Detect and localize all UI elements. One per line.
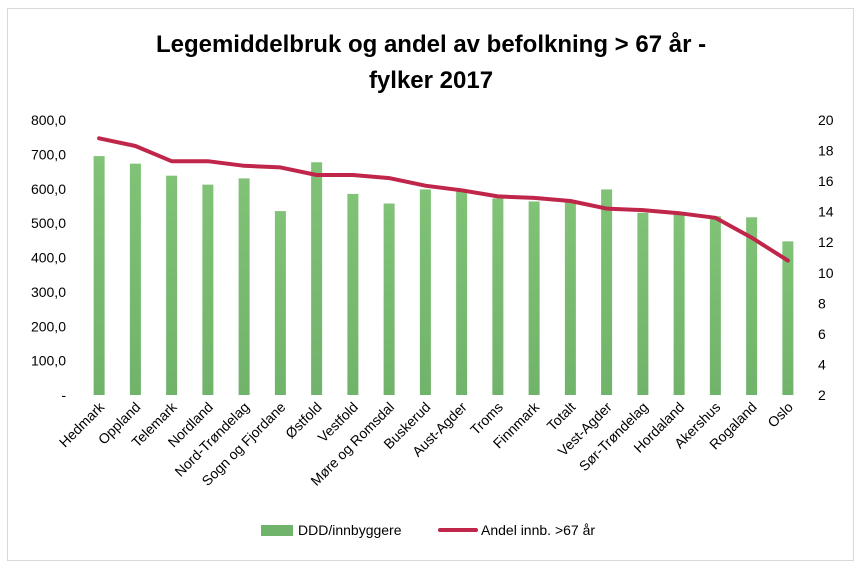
- bar-series: [93, 156, 794, 395]
- right-tick-label: 18: [818, 143, 834, 159]
- bar: [456, 189, 468, 395]
- legend-label-bar: DDD/innbyggere: [298, 522, 402, 538]
- bar: [166, 175, 178, 395]
- bar: [202, 184, 214, 395]
- bar: [637, 212, 649, 395]
- line-series: [97, 136, 790, 263]
- right-tick-label: 6: [818, 326, 826, 342]
- left-tick-label: 700,0: [31, 146, 66, 162]
- left-tick-label: 800,0: [31, 112, 66, 128]
- left-tick-label: 200,0: [31, 318, 66, 334]
- bar: [129, 163, 141, 395]
- x-axis: HedmarkOpplandTelemarkNordlandNord-Trønd…: [56, 398, 796, 489]
- left-axis: - 100,0 200,0 300,0 400,0 500,0 600,0 700,0 800,…: [31, 112, 66, 403]
- bar: [274, 211, 286, 395]
- right-tick-label: 10: [818, 265, 834, 281]
- bar: [311, 162, 323, 395]
- left-tick-label: 600,0: [31, 181, 66, 197]
- bar: [601, 189, 613, 395]
- bar: [782, 241, 794, 395]
- bar: [673, 214, 685, 395]
- left-tick-label: -: [61, 387, 66, 403]
- right-tick-label: 8: [818, 295, 826, 311]
- legend-label-line: Andel innb. >67 år: [481, 522, 595, 538]
- right-tick-label: 16: [818, 173, 834, 189]
- right-axis: 2 4 6 8 10 12 14 16 18 20: [818, 112, 834, 403]
- bar: [347, 193, 359, 395]
- bar: [528, 201, 540, 395]
- left-tick-label: 100,0: [31, 353, 66, 369]
- bar: [564, 202, 576, 395]
- right-tick-label: 4: [818, 356, 826, 372]
- bar: [419, 189, 431, 395]
- bar: [383, 203, 395, 395]
- chart-title-line-1: Legemiddelbruk og andel av befolkning > …: [156, 31, 706, 58]
- bar: [238, 178, 250, 395]
- bar: [93, 156, 105, 395]
- legend-swatch-bar: [261, 525, 293, 536]
- right-tick-label: 2: [818, 387, 826, 403]
- bar: [709, 216, 721, 395]
- left-tick-label: 400,0: [31, 250, 66, 266]
- series-line: [97, 136, 790, 263]
- bar: [492, 198, 504, 395]
- left-tick-label: 300,0: [31, 284, 66, 300]
- chart-title-line-2: fylker 2017: [369, 67, 493, 94]
- right-tick-label: 20: [818, 112, 834, 128]
- right-tick-label: 14: [818, 204, 834, 220]
- left-tick-label: 500,0: [31, 215, 66, 231]
- x-tick-label: Oslo: [764, 399, 796, 431]
- bar: [746, 217, 758, 395]
- legend: DDD/innbyggere Andel innb. >67 år: [261, 522, 595, 538]
- right-tick-label: 12: [818, 234, 834, 250]
